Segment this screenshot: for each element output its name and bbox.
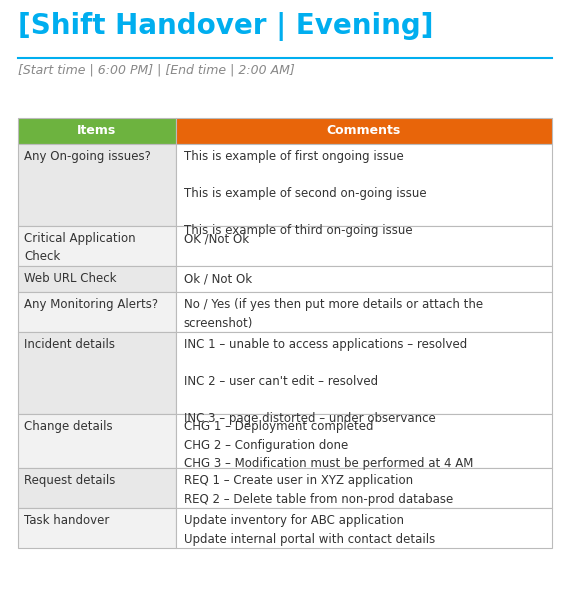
Bar (176, 226, 552, 266)
Bar (176, 414, 552, 468)
Bar (176, 508, 552, 548)
Bar (18, 292, 176, 332)
Bar (18, 226, 176, 266)
Text: INC 1 – unable to access applications – resolved

INC 2 – user can't edit – reso: INC 1 – unable to access applications – … (184, 338, 467, 425)
Text: REQ 1 – Create user in XYZ application
REQ 2 – Delete table from non-prod databa: REQ 1 – Create user in XYZ application R… (184, 474, 453, 505)
Bar (176, 292, 552, 332)
Text: [Start time | 6:00 PM] | [End time | 2:00 AM]: [Start time | 6:00 PM] | [End time | 2:0… (18, 63, 295, 76)
Bar (176, 118, 552, 144)
Text: Items: Items (77, 124, 116, 137)
Bar (18, 266, 176, 292)
Text: Ok / Not Ok: Ok / Not Ok (184, 272, 252, 285)
Text: CHG 1 – Deployment completed
CHG 2 – Configuration done
CHG 3 – Modification mus: CHG 1 – Deployment completed CHG 2 – Con… (184, 420, 473, 470)
Text: Change details: Change details (24, 420, 113, 433)
Text: Update inventory for ABC application
Update internal portal with contact details: Update inventory for ABC application Upd… (184, 514, 435, 545)
Text: This is example of first ongoing issue

This is example of second on-going issue: This is example of first ongoing issue T… (184, 150, 426, 237)
Text: Critical Application
Check: Critical Application Check (24, 232, 136, 263)
Bar (176, 144, 552, 226)
Text: Any On-going issues?: Any On-going issues? (24, 150, 151, 163)
Bar (18, 508, 176, 548)
Bar (18, 332, 176, 414)
Text: Web URL Check: Web URL Check (24, 272, 116, 285)
Text: No / Yes (if yes then put more details or attach the
screenshot): No / Yes (if yes then put more details o… (184, 298, 483, 329)
Text: Incident details: Incident details (24, 338, 115, 351)
Bar (18, 144, 176, 226)
Text: OK /Not Ok: OK /Not Ok (184, 232, 249, 245)
Text: [Shift Handover | Evening]: [Shift Handover | Evening] (18, 12, 434, 41)
Text: Request details: Request details (24, 474, 115, 487)
Bar (176, 468, 552, 508)
Text: Comments: Comments (327, 124, 401, 137)
Bar (18, 118, 176, 144)
Text: Any Monitoring Alerts?: Any Monitoring Alerts? (24, 298, 158, 311)
Bar (176, 332, 552, 414)
Bar (176, 266, 552, 292)
Bar (18, 468, 176, 508)
Bar (18, 414, 176, 468)
Text: Task handover: Task handover (24, 514, 109, 527)
